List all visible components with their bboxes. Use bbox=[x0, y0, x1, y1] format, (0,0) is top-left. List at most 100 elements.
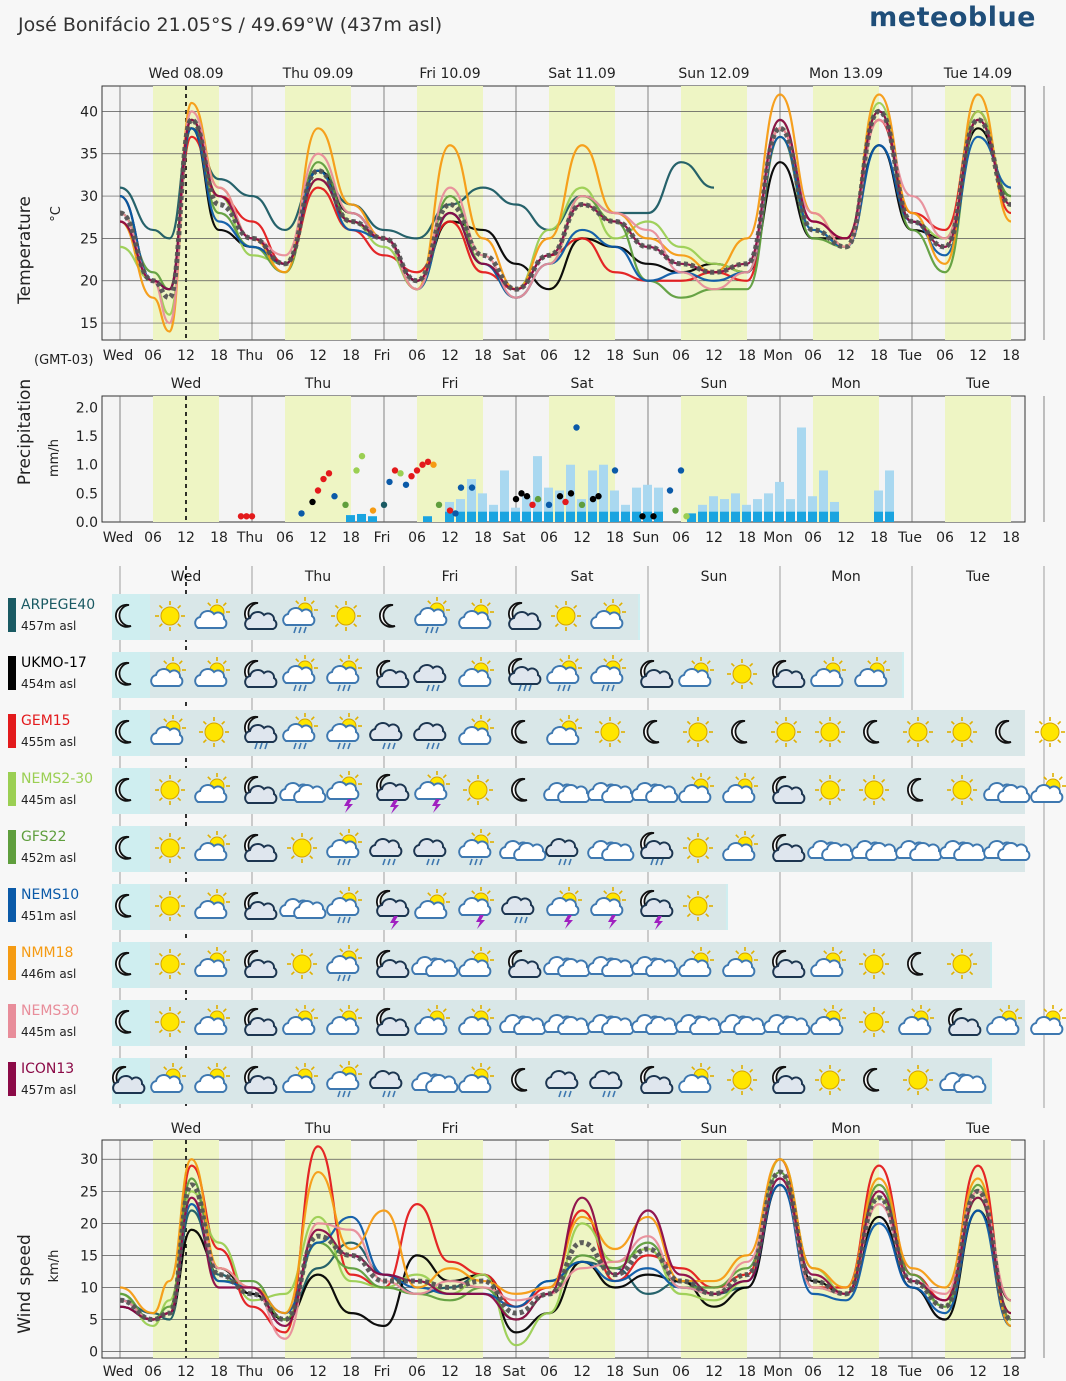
rain-drop bbox=[382, 742, 386, 750]
sun-ray bbox=[691, 776, 696, 781]
sun-ray bbox=[207, 602, 212, 607]
sun-ray bbox=[906, 1087, 911, 1092]
precip-hour-tick: 12 bbox=[837, 530, 855, 546]
precip-dot bbox=[298, 510, 305, 517]
precip-bar bbox=[478, 493, 487, 522]
cloud-shape bbox=[589, 1070, 623, 1089]
precip-bar-base bbox=[610, 511, 619, 522]
moon-shape bbox=[115, 835, 132, 860]
model-name: GEM15 bbox=[21, 713, 71, 729]
moon-shape bbox=[115, 661, 132, 686]
cloud-shape bbox=[413, 838, 447, 857]
temperature-day-tick: Sun bbox=[633, 348, 660, 364]
wind-ytick-label: 20 bbox=[80, 1216, 98, 1232]
sun-ray bbox=[573, 623, 578, 628]
cloud-shape bbox=[376, 669, 410, 688]
precip-dot bbox=[435, 501, 443, 509]
cloud-shape bbox=[458, 958, 492, 977]
precip-dot bbox=[677, 467, 685, 474]
rain-drop bbox=[514, 916, 518, 924]
sun-ray bbox=[598, 739, 603, 744]
precip-dot bbox=[243, 513, 250, 520]
sun-ray bbox=[618, 658, 623, 663]
precip-bar bbox=[610, 490, 619, 522]
lightning-bolt bbox=[476, 915, 485, 929]
precip-bar-base bbox=[808, 511, 817, 522]
model-row-icons-nmm bbox=[115, 945, 977, 982]
precip-dot bbox=[314, 487, 322, 494]
rain-drop bbox=[387, 1090, 391, 1098]
sun-ray bbox=[354, 948, 359, 953]
model-name: GFS22 bbox=[21, 829, 66, 845]
sun-ray bbox=[1038, 720, 1043, 725]
precip-bar bbox=[786, 499, 795, 522]
precip-hour-tick: 06 bbox=[144, 530, 162, 546]
sun-ray bbox=[354, 658, 359, 663]
precip-bar-base bbox=[588, 511, 597, 522]
precip-dot bbox=[518, 490, 525, 497]
sun-ray bbox=[749, 681, 754, 686]
wind-ytick-label: 5 bbox=[89, 1313, 98, 1329]
precip-dot bbox=[331, 493, 338, 500]
temperature-ytick-label: 20 bbox=[80, 274, 98, 290]
cloud-shape bbox=[376, 1017, 410, 1036]
cloud-shape bbox=[854, 668, 888, 687]
sun-ray bbox=[774, 739, 779, 744]
precip-bar-base bbox=[709, 511, 718, 522]
sun-ray bbox=[222, 776, 227, 781]
sun-ray bbox=[295, 600, 300, 605]
sun-ray bbox=[339, 1008, 344, 1013]
sun-ray bbox=[442, 774, 447, 779]
sun-ray bbox=[911, 1008, 916, 1013]
cloud-shape bbox=[640, 1075, 674, 1094]
cloud-shape bbox=[678, 668, 712, 687]
sun-ray bbox=[969, 739, 974, 744]
precip-bar-base bbox=[500, 511, 509, 522]
cloud-shape bbox=[244, 901, 278, 920]
sun-ray bbox=[862, 778, 867, 783]
sun-ray bbox=[862, 971, 867, 976]
precip-bar-base bbox=[522, 511, 531, 522]
rain-drop bbox=[568, 1090, 572, 1098]
rain-drop bbox=[298, 684, 302, 692]
cloud-shape bbox=[282, 723, 316, 742]
moon-shape bbox=[379, 603, 396, 628]
rain-drop bbox=[337, 1090, 341, 1098]
precip-hour-tick: 12 bbox=[969, 530, 987, 546]
rain-drop bbox=[436, 742, 440, 750]
temperature-day-label: Wed 08.09 bbox=[148, 66, 223, 82]
precip-bar-base bbox=[643, 511, 652, 522]
precip-dot bbox=[342, 501, 349, 509]
precip-bar bbox=[654, 487, 663, 522]
precip-bar bbox=[456, 499, 465, 522]
sun-ray bbox=[471, 718, 476, 723]
sun-ray bbox=[486, 1008, 491, 1013]
sun-ray bbox=[309, 855, 314, 860]
wind-hour-tick: 12 bbox=[441, 1364, 459, 1380]
rain-drop bbox=[523, 684, 527, 692]
precip-dot bbox=[457, 484, 465, 491]
cloud-shape bbox=[282, 1074, 316, 1093]
sun-disc bbox=[160, 1012, 180, 1032]
model-name: ARPEGE40 bbox=[21, 597, 95, 613]
cloud-shape bbox=[810, 668, 844, 687]
precip-dot bbox=[408, 472, 415, 480]
meteoblue-logo[interactable]: meteoblue bbox=[869, 2, 1036, 33]
precip-bar-base bbox=[478, 511, 487, 522]
rain-drop bbox=[474, 858, 478, 866]
cloud-shape bbox=[376, 782, 410, 801]
sun-ray bbox=[354, 832, 359, 837]
sun-ray bbox=[177, 971, 182, 976]
wind-hour-tick: 18 bbox=[870, 1364, 888, 1380]
cloud-shape bbox=[458, 1016, 492, 1035]
sun-ray bbox=[906, 739, 911, 744]
precip-bar bbox=[797, 427, 806, 522]
sun-ray bbox=[339, 890, 344, 895]
sun-ray bbox=[774, 720, 779, 725]
moon-shape bbox=[115, 603, 132, 628]
sun-ray bbox=[925, 1068, 930, 1073]
sun-ray bbox=[881, 797, 886, 802]
wind-hour-tick: 18 bbox=[1002, 1364, 1020, 1380]
precip-daylight-band bbox=[945, 396, 1011, 522]
sun-ray bbox=[793, 739, 798, 744]
